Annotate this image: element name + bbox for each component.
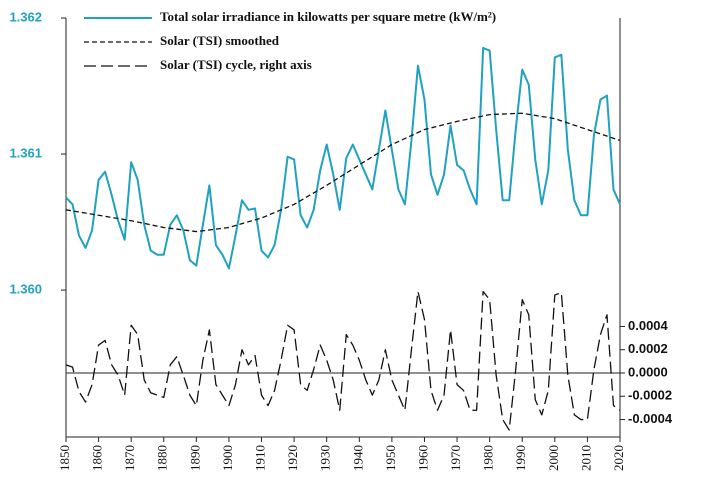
y2-tick-label: -0.0004	[628, 411, 673, 426]
x-tick-label: 1940	[350, 445, 365, 471]
legend-label: Total solar irradiance in kilowatts per …	[160, 9, 496, 24]
x-tick-label: 1850	[57, 445, 72, 471]
legend-label: Solar (TSI) cycle, right axis	[160, 57, 312, 72]
series-line	[65, 290, 621, 431]
series-line	[65, 112, 621, 233]
y2-tick-label: 0.0004	[628, 318, 669, 333]
x-tick-label: 1860	[90, 445, 105, 471]
x-tick-label: 1880	[155, 445, 170, 471]
x-tick-label: 1900	[220, 445, 235, 471]
x-tick-label: 1870	[122, 445, 137, 471]
x-tick-label: 1930	[318, 445, 333, 471]
series-line	[65, 46, 621, 270]
y-tick-label: 1.361	[9, 145, 42, 160]
x-tick-label: 1990	[513, 445, 528, 471]
x-tick-label: 1950	[383, 445, 398, 471]
y2-tick-label: -0.0002	[628, 388, 672, 403]
x-tick-label: 2000	[546, 445, 561, 471]
x-tick-label: 2010	[578, 445, 593, 471]
x-tick-label: 2020	[611, 445, 626, 471]
x-tick-label: 1970	[448, 445, 463, 471]
x-tick-label: 1960	[415, 445, 430, 471]
x-tick-label: 1890	[187, 445, 202, 471]
legend-label: Solar (TSI) smoothed	[160, 33, 280, 48]
x-tick-label: 1920	[285, 445, 300, 471]
y-tick-label: 1.360	[9, 282, 42, 297]
y-tick-label: 1.362	[9, 9, 42, 24]
y2-tick-label: 0.0002	[628, 341, 668, 356]
x-tick-label: 1910	[253, 445, 268, 471]
y2-tick-label: 0.0000	[628, 364, 668, 379]
x-tick-label: 1980	[481, 445, 496, 471]
